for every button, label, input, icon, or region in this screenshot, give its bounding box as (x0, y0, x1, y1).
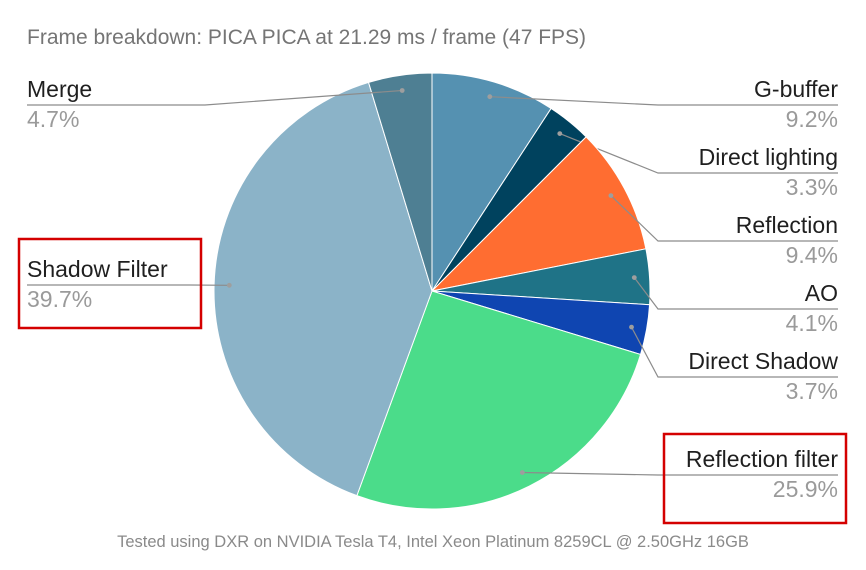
slice-name: AO (804, 280, 838, 306)
slice-reflection (430, 136, 647, 292)
slice-g-buffer (431, 72, 552, 293)
leader-dot (399, 88, 405, 93)
slice-percent: 3.7% (785, 378, 838, 404)
leader-dot (631, 275, 637, 280)
leader-dot (519, 470, 525, 475)
leader-line (630, 326, 838, 378)
leader-dot (487, 94, 493, 100)
slice-name: Merge (27, 76, 93, 102)
highlight-box-reflection-filter (662, 432, 848, 525)
highlight-box-shadow-filter (17, 237, 203, 330)
slice-name: Shadow Filter (27, 256, 168, 282)
label-ao: AO 4.1% (786, 278, 838, 338)
slice-name: G-buffer (754, 76, 838, 102)
chart-footer: Tested using DXR on NVIDIA Tesla T4, Int… (117, 533, 749, 551)
label-shadow-filter: Shadow Filter 39.7% (27, 254, 168, 314)
slice-percent: 25.9% (772, 476, 838, 502)
leader-line (610, 195, 838, 242)
label-reflection: Reflection 9.4% (736, 210, 838, 270)
slice-percent: 3.3% (785, 174, 838, 200)
leader-line (27, 89, 403, 106)
leader-dot (629, 324, 634, 330)
leader-line (633, 277, 838, 310)
slice-merge (367, 72, 433, 292)
leader-dot (557, 131, 563, 137)
slice-percent: 39.7% (27, 286, 93, 312)
slice-name: Direct lighting (698, 144, 838, 170)
label-reflection-filter: Reflection filter 25.9% (686, 444, 838, 504)
label-direct-shadow: Direct Shadow 3.7% (688, 346, 838, 406)
slice-reflection-filter (356, 290, 642, 510)
slice-percent: 4.1% (785, 310, 838, 336)
leader-line (489, 96, 838, 106)
label-g-buffer: G-buffer 9.2% (754, 74, 838, 134)
slice-percent: 4.7% (27, 106, 80, 132)
slice-name: Reflection (735, 212, 838, 238)
slice-name: Direct Shadow (688, 348, 838, 374)
leader-line (522, 471, 838, 476)
label-merge: Merge 4.7% (27, 74, 92, 134)
slice-name: Reflection filter (685, 446, 838, 472)
chart-title: Frame breakdown: PICA PICA at 21.29 ms /… (27, 26, 587, 49)
slice-percent: 9.2% (785, 106, 838, 132)
slice-percent: 9.4% (785, 242, 838, 268)
leader-dot (226, 282, 232, 288)
leader-dot (608, 193, 614, 199)
label-direct-lighting: Direct lighting 3.3% (699, 142, 838, 202)
